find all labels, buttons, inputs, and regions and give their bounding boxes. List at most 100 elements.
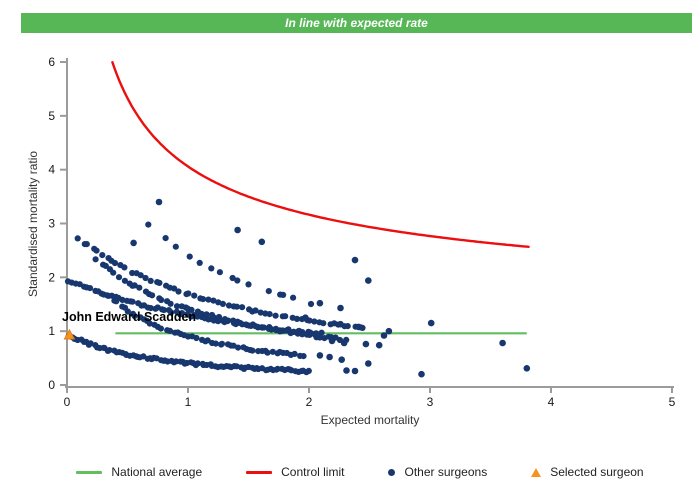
other-surgeons-dot-icon: [388, 468, 396, 476]
other-surgeon-dot: [311, 331, 319, 338]
other-surgeon-dot: [185, 290, 192, 297]
other-surgeon-dot: [290, 294, 297, 301]
other-surgeon-dot: [355, 323, 362, 331]
other-surgeon-dot: [162, 235, 169, 242]
other-surgeon-dot: [385, 327, 393, 335]
other-surgeon-dot: [252, 307, 259, 314]
other-surgeon-dot: [258, 324, 266, 331]
y-tick-label: 6: [48, 55, 55, 69]
other-surgeon-dot: [219, 300, 226, 307]
other-surgeon-dot: [316, 334, 323, 341]
other-surgeon-dot: [191, 292, 198, 299]
other-surgeon-dot: [266, 311, 273, 318]
legend-item-control-limit: Control limit: [246, 465, 344, 479]
other-surgeon-dot: [320, 320, 327, 327]
other-surgeon-dot: [124, 308, 131, 315]
other-surgeon-dot: [115, 274, 123, 281]
status-banner: In line with expected rate: [21, 13, 692, 33]
other-surgeon-dot: [225, 317, 232, 324]
legend-label-control-limit: Control limit: [281, 465, 345, 479]
other-surgeon-dot: [264, 349, 271, 356]
legend-item-national-average: National average: [76, 465, 202, 479]
other-surgeon-dot: [225, 302, 233, 309]
legend-item-selected-surgeon: Selected surgeon: [531, 465, 644, 479]
selected-surgeon-label: John Edward Scadden: [62, 310, 196, 324]
other-surgeon-dot: [216, 269, 223, 276]
other-surgeon-dot: [93, 247, 100, 254]
other-surgeon-dot: [237, 319, 244, 327]
other-surgeon-dot: [194, 360, 201, 367]
y-tick-label: 5: [48, 109, 55, 123]
other-surgeon-dot: [167, 300, 174, 307]
other-surgeon-dot: [129, 269, 136, 277]
selected-surgeon-marker[interactable]: [63, 328, 76, 340]
other-surgeon-dot: [171, 285, 178, 292]
other-surgeon-dot: [274, 365, 281, 372]
other-surgeon-dot: [121, 264, 128, 271]
other-surgeon-dot: [215, 313, 223, 321]
other-surgeon-dot: [234, 226, 241, 234]
other-surgeon-dot: [155, 198, 163, 206]
other-surgeon-dot: [160, 306, 167, 314]
other-surgeon-dot: [269, 348, 276, 355]
other-surgeon-dot: [233, 303, 240, 310]
other-surgeon-dot: [158, 296, 165, 304]
other-surgeon-dot: [305, 367, 312, 374]
other-surgeon-dot: [131, 312, 138, 319]
selected-surgeon-triangle-icon: [531, 467, 542, 477]
other-surgeon-dot: [121, 277, 128, 284]
other-surgeon-dot: [142, 274, 149, 282]
other-surgeon-dot: [280, 327, 287, 334]
other-surgeon-dot: [365, 277, 372, 284]
other-surgeon-dot: [229, 274, 236, 282]
other-surgeon-dot: [268, 326, 275, 333]
other-surgeon-dot: [212, 340, 219, 347]
other-surgeon-dot: [362, 340, 370, 348]
other-surgeon-dot: [105, 292, 112, 299]
other-surgeon-dot: [147, 305, 154, 312]
y-tick-label: 0: [48, 378, 55, 392]
other-surgeon-dot: [146, 320, 153, 327]
other-surgeon-dot: [208, 265, 215, 272]
other-surgeon-dot: [302, 314, 309, 322]
other-surgeon-dot: [173, 303, 181, 310]
other-surgeon-dot: [239, 304, 246, 311]
chart-legend: National average Control limit Other sur…: [40, 460, 680, 484]
other-surgeon-dot: [245, 281, 252, 288]
other-surgeon-dot: [145, 221, 152, 228]
other-surgeon-dot: [272, 312, 279, 319]
other-surgeon-dot: [299, 331, 306, 338]
other-surgeon-dot: [210, 314, 218, 321]
other-surgeon-dot: [110, 269, 117, 276]
legend-label-national-average: National average: [111, 465, 203, 479]
other-surgeon-dot: [326, 353, 333, 361]
other-surgeon-dot: [203, 311, 210, 318]
y-tick-label: 3: [48, 217, 55, 231]
other-surgeon-dot: [137, 272, 144, 279]
other-surgeon-dot: [198, 310, 205, 317]
other-surgeon-dot: [343, 367, 350, 374]
other-surgeon-dot: [318, 329, 325, 336]
other-surgeon-dot: [210, 297, 217, 304]
other-surgeon-dot: [258, 238, 266, 246]
other-surgeon-dot: [178, 310, 186, 317]
legend-item-other-surgeons: Other surgeons: [388, 465, 487, 479]
other-surgeon-dot: [523, 365, 531, 372]
other-surgeon-dot: [282, 313, 289, 320]
control-limit-line: [111, 61, 530, 248]
other-surgeon-dot: [188, 306, 195, 313]
other-surgeon-dot: [351, 256, 359, 264]
other-surgeon-dot: [499, 339, 506, 347]
other-surgeon-dot: [316, 352, 324, 359]
y-tick-label: 1: [48, 324, 55, 338]
other-surgeon-dot: [172, 243, 179, 250]
other-surgeon-dot: [166, 327, 174, 334]
other-surgeon-dot: [311, 318, 318, 325]
y-axis-title: Standardised mortality ratio: [26, 151, 40, 297]
legend-label-other-surgeons: Other surgeons: [404, 465, 488, 479]
other-surgeon-dot: [113, 298, 120, 305]
other-surgeon-dot: [87, 340, 94, 347]
x-tick-label: 3: [427, 395, 434, 409]
other-surgeon-dot: [74, 235, 81, 242]
